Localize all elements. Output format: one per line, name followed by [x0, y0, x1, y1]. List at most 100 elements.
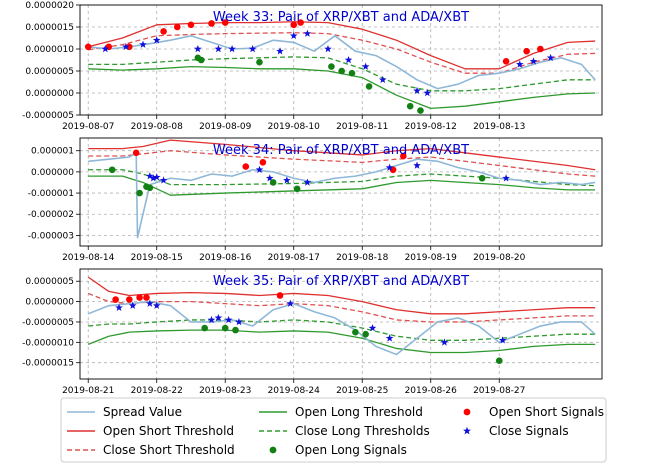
legend-label: Close Signals: [489, 424, 569, 438]
x-tick-label: 2019-08-27: [473, 386, 525, 396]
close-signal-marker: [152, 173, 161, 181]
close-signal-marker: [152, 301, 161, 309]
open-short-signal-marker: [208, 20, 215, 27]
axes-frame: [79, 4, 603, 116]
open-long-signal-marker: [338, 67, 345, 75]
open-long-signal-marker: [269, 179, 277, 186]
y-tick-label: 0.0000000: [25, 298, 74, 308]
y-tick-label: -0.0000010: [22, 338, 74, 348]
close-signal-marker: [152, 36, 161, 44]
open-long-signal-marker: [108, 166, 116, 174]
y-tick-label: -0.000002: [28, 210, 74, 220]
x-tick-label: 2019-08-19: [405, 253, 458, 263]
x-tick-label: 2019-08-13: [473, 122, 525, 132]
open-short-signal-marker: [290, 21, 298, 29]
close-signal-marker: [207, 315, 216, 324]
open-short-signal-marker: [523, 47, 530, 55]
panel-title: Week 33: Pair of XRP/XBT and ADA/XBT: [213, 10, 469, 25]
close-signal-marker: [194, 45, 202, 53]
close-signal-marker: [385, 334, 394, 342]
x-tick-label: 2019-08-10: [268, 122, 321, 132]
x-tick-label: 2019-08-18: [336, 253, 389, 263]
y-tick-label: -0.0000005: [22, 318, 74, 328]
close-signal-marker: [149, 174, 158, 182]
open-short-signal-marker: [400, 152, 407, 160]
open-long-signal-marker: [348, 69, 356, 77]
x-tick-label: 2019-08-07: [62, 122, 114, 132]
open-short-signal-marker: [221, 19, 229, 26]
legend-label: Open Long Signals: [295, 443, 407, 457]
open-long-signal-marker: [362, 330, 369, 338]
close-signal-marker: [361, 62, 370, 70]
close-signal-marker: [248, 45, 257, 53]
x-tick-label: 2019-08-12: [405, 122, 457, 132]
open-long-signal-marker: [146, 184, 154, 192]
x-tick-label: 2019-08-08: [131, 122, 184, 132]
chart-panel-2: 2019-08-14 2019-08-15 2019-08-16 2019-08-17…: [28, 137, 603, 263]
close-signal-marker: [283, 176, 291, 184]
close-signal-marker: [413, 86, 421, 95]
series-line-close-short: [87, 292, 596, 323]
x-tick-label: 2019-08-22: [131, 386, 183, 396]
series-line-spread: [88, 34, 596, 90]
close-signal-marker: [214, 313, 223, 322]
close-signal-marker: [303, 178, 312, 186]
open-short-signal-marker: [84, 43, 92, 51]
series-line-open-short: [88, 139, 596, 171]
series-line-open-long: [87, 329, 596, 354]
open-long-signal-marker: [232, 326, 239, 334]
legend-item: Close Long Thresholds: [259, 424, 430, 438]
open-short-signal-marker: [132, 149, 140, 157]
open-long-signal-marker: [328, 63, 335, 70]
open-long-signal-marker: [201, 324, 208, 332]
close-signal-marker: [214, 45, 223, 53]
legend-circle-swatch: [269, 446, 277, 454]
legend-item: Open Long Threshold: [259, 405, 423, 419]
series-line-close-short: [88, 150, 596, 177]
y-tick-label: 0.0000020: [25, 1, 74, 11]
close-signal-marker: [122, 42, 130, 51]
series-line-open-long: [88, 65, 596, 110]
y-tick-label: -0.000003: [28, 231, 74, 241]
close-signal-marker: [515, 60, 524, 68]
open-long-signal-marker: [417, 107, 424, 114]
axes-frame: [79, 268, 603, 380]
open-long-signal-marker: [365, 83, 373, 90]
legend-star-swatch: [463, 426, 471, 435]
series-line-open-short: [87, 276, 596, 315]
close-signal-marker: [128, 301, 137, 309]
open-short-signal-marker: [126, 296, 133, 303]
close-signal-marker: [101, 45, 110, 53]
close-signal-marker: [139, 40, 147, 48]
open-long-signal-marker: [478, 174, 486, 182]
x-tick-label: 2019-08-23: [199, 386, 251, 396]
close-signal-marker: [368, 324, 377, 332]
open-long-signal-marker: [293, 185, 301, 193]
open-short-signal-marker: [160, 28, 167, 35]
open-long-signal-marker: [495, 357, 503, 364]
legend-label: Spread Value: [103, 405, 182, 419]
open-short-signal-marker: [389, 166, 397, 174]
axes-frame: [79, 137, 603, 247]
y-tick-label: 0.000001: [31, 147, 74, 157]
close-signal-marker: [423, 89, 432, 97]
close-signal-marker: [146, 172, 154, 180]
open-short-signal-marker: [297, 19, 304, 26]
series-line-close-long: [88, 56, 596, 92]
close-signal-marker: [115, 303, 123, 311]
close-signal-marker: [224, 315, 233, 324]
series-line-open-short: [88, 21, 596, 70]
open-short-signal-marker: [259, 159, 267, 166]
plot-area: [87, 276, 596, 364]
x-tick-label: 2019-08-09: [199, 122, 252, 132]
x-tick-label: 2019-08-15: [131, 253, 183, 263]
x-tick-label: 2019-08-11: [336, 122, 388, 132]
close-signal-marker: [265, 174, 274, 182]
x-tick-label: 2019-08-25: [336, 386, 388, 396]
plot-area: [84, 19, 596, 114]
close-signal-marker: [289, 31, 298, 40]
plot-area: [88, 139, 596, 239]
open-short-signal-marker: [537, 45, 544, 53]
